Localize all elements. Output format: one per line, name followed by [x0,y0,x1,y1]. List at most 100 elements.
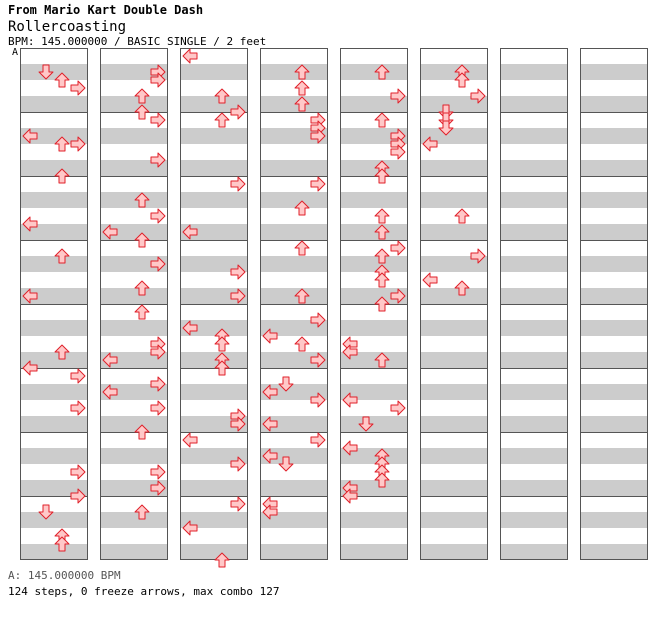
song-source: From Mario Kart Double Dash [8,3,204,17]
beat-stripe [340,160,408,176]
left-arrow-icon [342,488,358,504]
up-arrow-icon [214,360,230,376]
right-arrow-icon [310,312,326,328]
beat-stripe [420,352,488,368]
up-arrow-icon [294,96,310,112]
beat-stripe [100,320,168,336]
beat-stripe [340,416,408,432]
left-arrow-icon [22,128,38,144]
beat-stripe [500,384,568,400]
left-arrow-icon [182,224,198,240]
beat-stripe [260,480,328,496]
down-arrow-icon [278,456,294,472]
beat-stripe [180,160,248,176]
beat-stripe [100,384,168,400]
beat-stripe [340,448,408,464]
beat-stripe [420,320,488,336]
right-arrow-icon [230,264,246,280]
beat-stripe [420,448,488,464]
column-border [340,48,408,560]
beat-stripe [580,448,648,464]
beat-stripe [20,128,88,144]
beat-stripe [180,352,248,368]
up-arrow-icon [134,304,150,320]
beat-stripe [420,224,488,240]
beat-stripe [180,256,248,272]
up-arrow-icon [374,64,390,80]
beat-stripe [340,128,408,144]
beat-stripe [20,64,88,80]
beat-stripe [20,288,88,304]
beat-stripe [20,160,88,176]
beat-stripe [260,320,328,336]
up-arrow-icon [374,168,390,184]
down-arrow-icon [38,504,54,520]
up-arrow-icon [214,336,230,352]
left-arrow-icon [102,384,118,400]
beat-stripe [100,128,168,144]
bpm-marker-label: A [12,47,19,58]
beat-stripe [180,512,248,528]
beat-stripe [180,288,248,304]
beat-stripe [100,192,168,208]
beat-stripe [100,544,168,560]
column-border [20,48,88,560]
beat-stripe [420,192,488,208]
beat-stripe [20,544,88,560]
column-border [180,48,248,560]
beat-stripe [500,448,568,464]
left-arrow-icon [102,224,118,240]
beat-stripe [420,512,488,528]
beat-stripe [500,320,568,336]
beat-stripe [500,288,568,304]
chart-column [500,48,568,560]
column-border [500,48,568,560]
beat-stripe [340,320,408,336]
right-arrow-icon [150,400,166,416]
beat-stripe [580,160,648,176]
beat-stripe [340,480,408,496]
beat-stripe [180,96,248,112]
left-arrow-icon [182,48,198,64]
beat-stripe [420,288,488,304]
up-arrow-icon [374,208,390,224]
up-arrow-icon [134,504,150,520]
beat-stripe [180,128,248,144]
beat-stripe [500,416,568,432]
beat-stripe [260,96,328,112]
column-border [100,48,168,560]
beat-stripe [420,384,488,400]
right-arrow-icon [390,144,406,160]
beat-stripe [580,320,648,336]
beat-stripe [580,64,648,80]
beat-stripe [260,544,328,560]
beat-stripe [580,256,648,272]
right-arrow-icon [70,136,86,152]
chart-column [180,48,248,560]
right-arrow-icon [470,88,486,104]
beat-stripe [340,96,408,112]
beat-stripe [420,480,488,496]
left-arrow-icon [22,216,38,232]
right-arrow-icon [70,464,86,480]
down-arrow-icon [438,120,454,136]
chart-column [580,48,648,560]
up-arrow-icon [134,424,150,440]
right-arrow-icon [150,256,166,272]
beat-stripe [180,224,248,240]
beat-stripe [500,96,568,112]
up-arrow-icon [54,72,70,88]
up-arrow-icon [374,112,390,128]
right-arrow-icon [390,400,406,416]
right-arrow-icon [70,368,86,384]
beat-stripe [100,512,168,528]
up-arrow-icon [54,536,70,552]
column-border [260,48,328,560]
beat-stripe [340,288,408,304]
right-arrow-icon [150,376,166,392]
up-arrow-icon [454,72,470,88]
beat-stripe [100,64,168,80]
beat-stripe [340,384,408,400]
beat-stripe [420,96,488,112]
beat-stripe [500,512,568,528]
